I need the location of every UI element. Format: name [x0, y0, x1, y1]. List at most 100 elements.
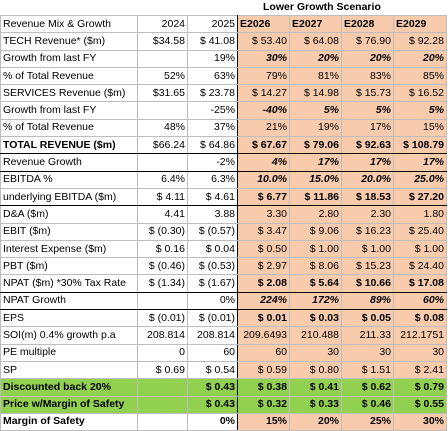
cell-e2029[interactable]: $ 2.41	[393, 361, 447, 380]
cell-e2028[interactable]: $ 0.46	[341, 396, 394, 414]
row-label[interactable]: TOTAL REVENUE ($m)	[0, 136, 138, 155]
row-label[interactable]: SP	[0, 361, 138, 380]
cell-e2026[interactable]: 4%	[237, 153, 290, 172]
cell-e2029[interactable]: 5%	[393, 101, 447, 120]
cell-e2026[interactable]: 30%	[237, 50, 290, 68]
cell-e2026[interactable]: 3.30	[237, 205, 290, 224]
cell-e2027[interactable]: 172%	[289, 292, 342, 311]
cell-2024[interactable]: $ (0.46)	[137, 257, 188, 276]
cell-2024[interactable]: 6.4%	[137, 171, 188, 189]
cell-2025[interactable]: 208.814	[187, 326, 238, 345]
cell-e2028[interactable]: $ 92.63	[341, 136, 394, 155]
cell-2025[interactable]: 0%	[187, 292, 238, 311]
cell-e2027[interactable]: $ 11.86	[289, 188, 342, 207]
cell-e2028[interactable]: 20.0%	[341, 171, 394, 189]
cell-e2026[interactable]: 15%	[237, 413, 290, 431]
header-2024[interactable]: 2024	[137, 14, 188, 34]
cell-e2026[interactable]: $ 67.67	[237, 136, 290, 155]
cell-e2026[interactable]: 209.6493	[237, 326, 290, 345]
cell-e2026[interactable]: $ 0.32	[237, 396, 290, 414]
cell-2025[interactable]: $ 0.43	[187, 396, 238, 414]
header-label[interactable]: Revenue Mix & Growth	[0, 14, 138, 34]
cell-e2027[interactable]: $ 0.33	[289, 396, 342, 414]
cell-e2029[interactable]: $ 0.55	[393, 396, 447, 414]
cell-e2029[interactable]: 30	[393, 344, 447, 362]
cell-e2027[interactable]: 2.80	[289, 205, 342, 224]
cell-e2029[interactable]: $ 108.79	[393, 136, 447, 155]
cell-2025[interactable]: $ (0.53)	[187, 257, 238, 276]
cell-e2029[interactable]: 1.80	[393, 205, 447, 224]
row-label[interactable]: % of Total Revenue	[0, 67, 138, 86]
cell-2024[interactable]: $66.24	[137, 136, 188, 155]
cell-e2027[interactable]: $ 0.41	[289, 378, 342, 397]
cell-2024[interactable]: $ (0.01)	[137, 309, 188, 328]
cell-e2026[interactable]: $ 3.47	[237, 223, 290, 241]
cell-e2026[interactable]: $ 0.50	[237, 240, 290, 259]
row-label[interactable]: % of Total Revenue	[0, 119, 138, 138]
cell-e2027[interactable]: $ 1.00	[289, 240, 342, 259]
cell-2025[interactable]: $ 64.86	[187, 136, 238, 155]
cell-e2027[interactable]: 15.0%	[289, 171, 342, 189]
cell-2025[interactable]: 0%	[187, 413, 238, 431]
cell-2024[interactable]: 208.814	[137, 326, 188, 345]
cell-e2029[interactable]: 212.1751	[393, 326, 447, 345]
cell-e2029[interactable]: $ 27.20	[393, 188, 447, 207]
cell-2024[interactable]: $31.65	[137, 84, 188, 103]
cell-e2029[interactable]: $ 0.79	[393, 378, 447, 397]
cell-e2029[interactable]: 20%	[393, 50, 447, 68]
row-label[interactable]: Growth from last FY	[0, 101, 138, 120]
cell-2025[interactable]: $ (0.01)	[187, 309, 238, 328]
cell-e2028[interactable]: $ 18.53	[341, 188, 394, 207]
cell-e2029[interactable]: $ 17.08	[393, 274, 447, 293]
cell-2024[interactable]: 4.41	[137, 205, 188, 224]
cell-e2026[interactable]: $ 0.59	[237, 361, 290, 380]
cell-e2029[interactable]: $ 16.52	[393, 84, 447, 103]
cell-e2027[interactable]: $ 79.06	[289, 136, 342, 155]
cell-e2027[interactable]: 19%	[289, 119, 342, 138]
cell-2025[interactable]: 60	[187, 344, 238, 362]
cell-2024[interactable]: 0	[137, 344, 188, 362]
cell-2025[interactable]: $ 4.61	[187, 188, 238, 207]
row-label[interactable]: EBIT ($m)	[0, 223, 138, 241]
cell-e2028[interactable]: $ 76.90	[341, 32, 394, 51]
cell-e2027[interactable]: 20%	[289, 50, 342, 68]
cell-e2026[interactable]: -40%	[237, 101, 290, 120]
cell-e2028[interactable]: 89%	[341, 292, 394, 311]
cell-2024[interactable]: $34.58	[137, 32, 188, 51]
row-label[interactable]: TECH Revenue* ($m)	[0, 32, 138, 51]
cell-2024[interactable]	[137, 153, 188, 172]
cell-e2029[interactable]: 17%	[393, 153, 447, 172]
row-label[interactable]: NPAT Growth	[0, 292, 138, 311]
row-label[interactable]: PE multiple	[0, 344, 138, 362]
row-label[interactable]: underlying EBITDA ($m)	[0, 188, 138, 207]
cell-e2027[interactable]: 30	[289, 344, 342, 362]
cell-2024[interactable]	[137, 50, 188, 68]
cell-2024[interactable]: $ (0.30)	[137, 223, 188, 241]
cell-e2029[interactable]: $ 25.40	[393, 223, 447, 241]
cell-e2028[interactable]: $ 0.62	[341, 378, 394, 397]
cell-e2029[interactable]: $ 1.00	[393, 240, 447, 259]
cell-e2026[interactable]: $ 6.77	[237, 188, 290, 207]
row-label[interactable]: Margin of Safety	[0, 413, 138, 431]
cell-2025[interactable]: 6.3%	[187, 171, 238, 189]
cell-e2028[interactable]: $ 16.23	[341, 223, 394, 241]
cell-2025[interactable]: $ 23.78	[187, 84, 238, 103]
row-label[interactable]: Price w/Margin of Safety	[0, 396, 138, 414]
cell-e2026[interactable]: 60	[237, 344, 290, 362]
cell-2024[interactable]: $ 4.11	[137, 188, 188, 207]
cell-2024[interactable]: $ 0.69	[137, 361, 188, 380]
cell-e2029[interactable]: $ 24.40	[393, 257, 447, 276]
cell-2024[interactable]	[137, 396, 188, 414]
header-e2027[interactable]: E2027	[289, 14, 342, 34]
cell-e2027[interactable]: 81%	[289, 67, 342, 86]
cell-e2026[interactable]: $ 2.97	[237, 257, 290, 276]
cell-2025[interactable]: $ 41.08	[187, 32, 238, 51]
header-e2029[interactable]: E2029	[393, 14, 447, 34]
cell-2024[interactable]: 52%	[137, 67, 188, 86]
cell-e2028[interactable]: $ 15.23	[341, 257, 394, 276]
cell-e2029[interactable]: $ 0.08	[393, 309, 447, 328]
cell-2025[interactable]: -2%	[187, 153, 238, 172]
cell-e2029[interactable]: 15%	[393, 119, 447, 138]
row-label[interactable]: Discounted back 20%	[0, 378, 138, 397]
row-label[interactable]: SOI(m) 0.4% growth p.a	[0, 326, 138, 345]
